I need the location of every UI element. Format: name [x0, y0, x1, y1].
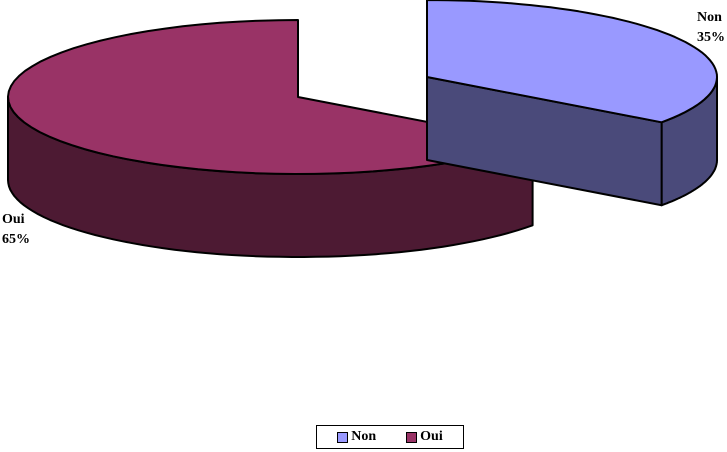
slice-top-non [426, 0, 718, 124]
legend-swatch-oui [406, 431, 418, 443]
legend-label-oui: Oui [420, 429, 443, 444]
label-oui-value: 65% [2, 232, 30, 247]
label-oui-name: Oui [2, 212, 25, 227]
legend-item-non: Non [337, 429, 376, 445]
legend-label-non: Non [351, 429, 377, 444]
legend-item-oui: Oui [406, 429, 443, 445]
slice-top-oui [7, 19, 534, 175]
label-non-name: Non [697, 10, 722, 25]
legend: Non Oui [316, 425, 464, 449]
label-non-value: 35% [697, 30, 725, 45]
label-non: Non 35% [697, 8, 725, 48]
label-oui: Oui 65% [2, 210, 30, 250]
legend-swatch-non [337, 431, 349, 443]
